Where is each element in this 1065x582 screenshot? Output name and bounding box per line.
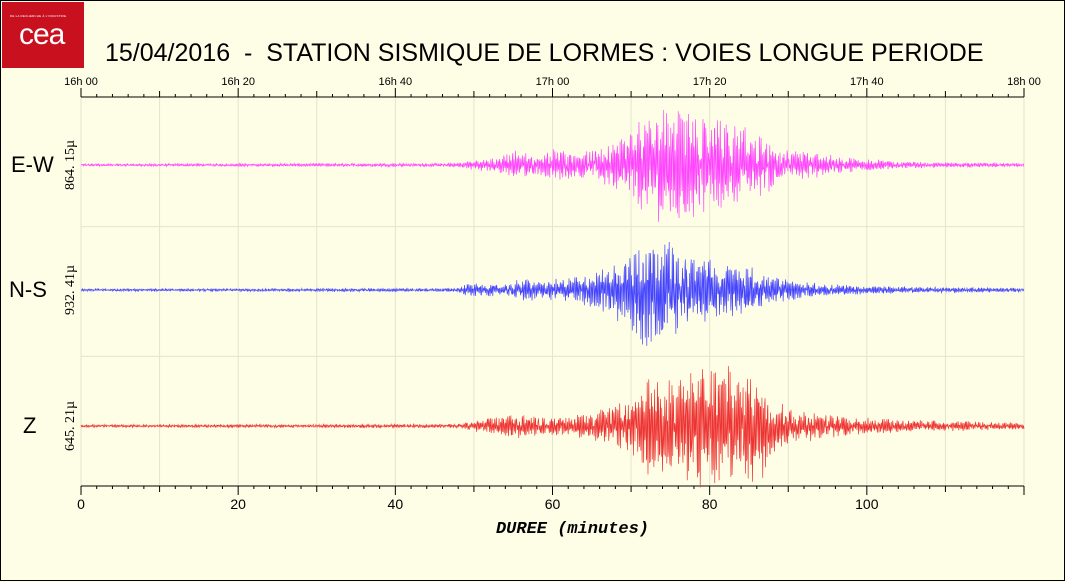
x-axis-label: DUREE (minutes) [496, 520, 649, 539]
trace-e-w [80, 110, 1025, 222]
channel-scale-label: 932. 41µ [63, 265, 78, 315]
top-axis-tick-label: 17h 40 [850, 76, 884, 88]
channel-scale-label: 864. 15µ [63, 140, 78, 190]
x-tick-label: 100 [855, 496, 879, 512]
channel-scale-label: 645. 21µ [63, 401, 78, 451]
top-axis-tick-label: 16h 20 [221, 76, 255, 88]
chart-title: 15/04/2016 - STATION SISMIQUE DE LORMES … [105, 39, 984, 67]
channel-label: N-S [9, 277, 47, 302]
cea-logo: DE LA RECHERCHE À L'INDUSTRIE cea [2, 2, 84, 68]
x-tick-label: 40 [388, 496, 404, 512]
top-axis-tick-label: 18h 00 [1007, 76, 1041, 88]
trace-n-s [80, 242, 1025, 346]
trace-z [80, 366, 1025, 488]
channel-label: Z [23, 413, 36, 438]
x-tick-label: 0 [77, 496, 85, 512]
x-tick-label: 80 [702, 496, 718, 512]
x-tick-label: 20 [230, 496, 246, 512]
logo-text: cea [19, 18, 65, 51]
logo-tagline: DE LA RECHERCHE À L'INDUSTRIE [10, 14, 67, 18]
top-axis-tick-label: 16h 00 [64, 76, 98, 88]
top-axis-tick-label: 16h 40 [379, 76, 413, 88]
channel-label: E-W [11, 152, 54, 177]
top-axis-tick-label: 17h 00 [536, 76, 570, 88]
x-tick-label: 60 [545, 496, 561, 512]
top-axis-tick-label: 17h 20 [693, 76, 727, 88]
